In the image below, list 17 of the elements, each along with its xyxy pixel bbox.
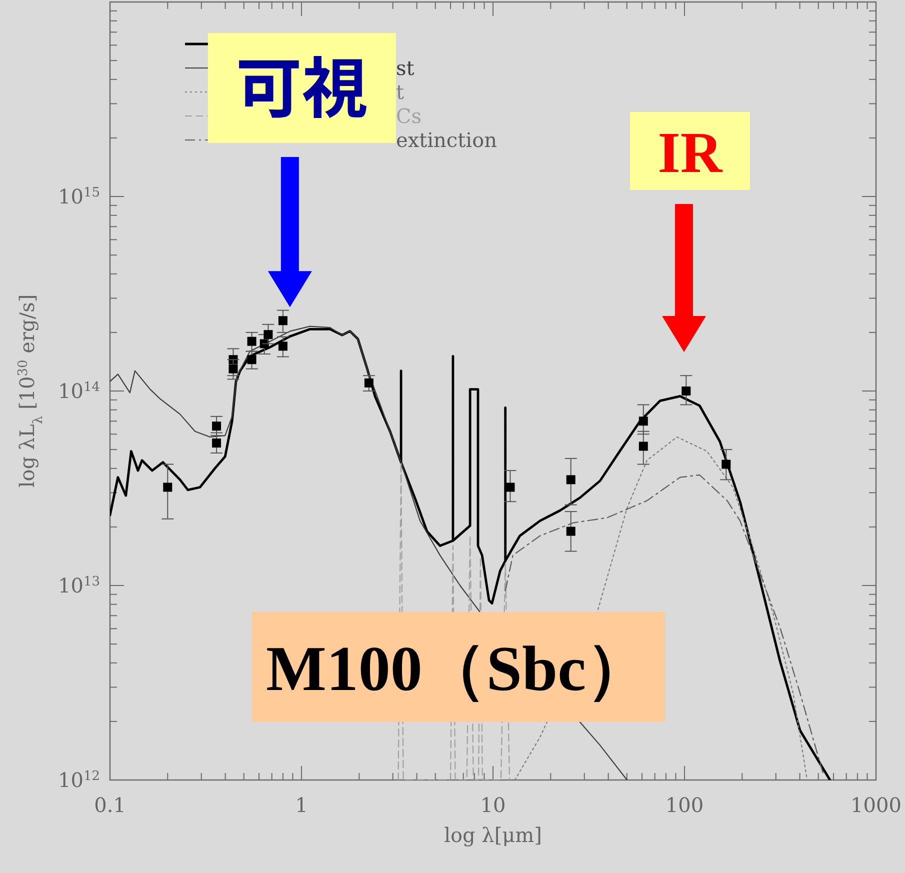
annotation: IR [658, 120, 724, 185]
y-tick-label: 10$^{12}$ [58, 768, 100, 792]
x-tick-label: 0.1 [94, 793, 126, 817]
text: Cs [396, 104, 422, 128]
x-tick-label: 10 [480, 793, 506, 817]
y-tick-label: 10$^{13}$ [58, 574, 100, 598]
text: extinction [396, 128, 497, 152]
x-axis-title: log λ[μm] [444, 823, 542, 847]
text: t [396, 80, 404, 104]
y-tick-label: 10$^{15}$ [58, 184, 100, 208]
annotation: 可視 [236, 50, 368, 128]
x-tick-label: 100 [665, 793, 704, 817]
y-tick-label: 10$^{14}$ [58, 379, 100, 403]
x-tick-label: 1000 [850, 793, 902, 817]
x-tick-label: 1 [295, 793, 308, 817]
text: st [396, 56, 414, 80]
annotation: M100（Sbc） [266, 633, 650, 704]
